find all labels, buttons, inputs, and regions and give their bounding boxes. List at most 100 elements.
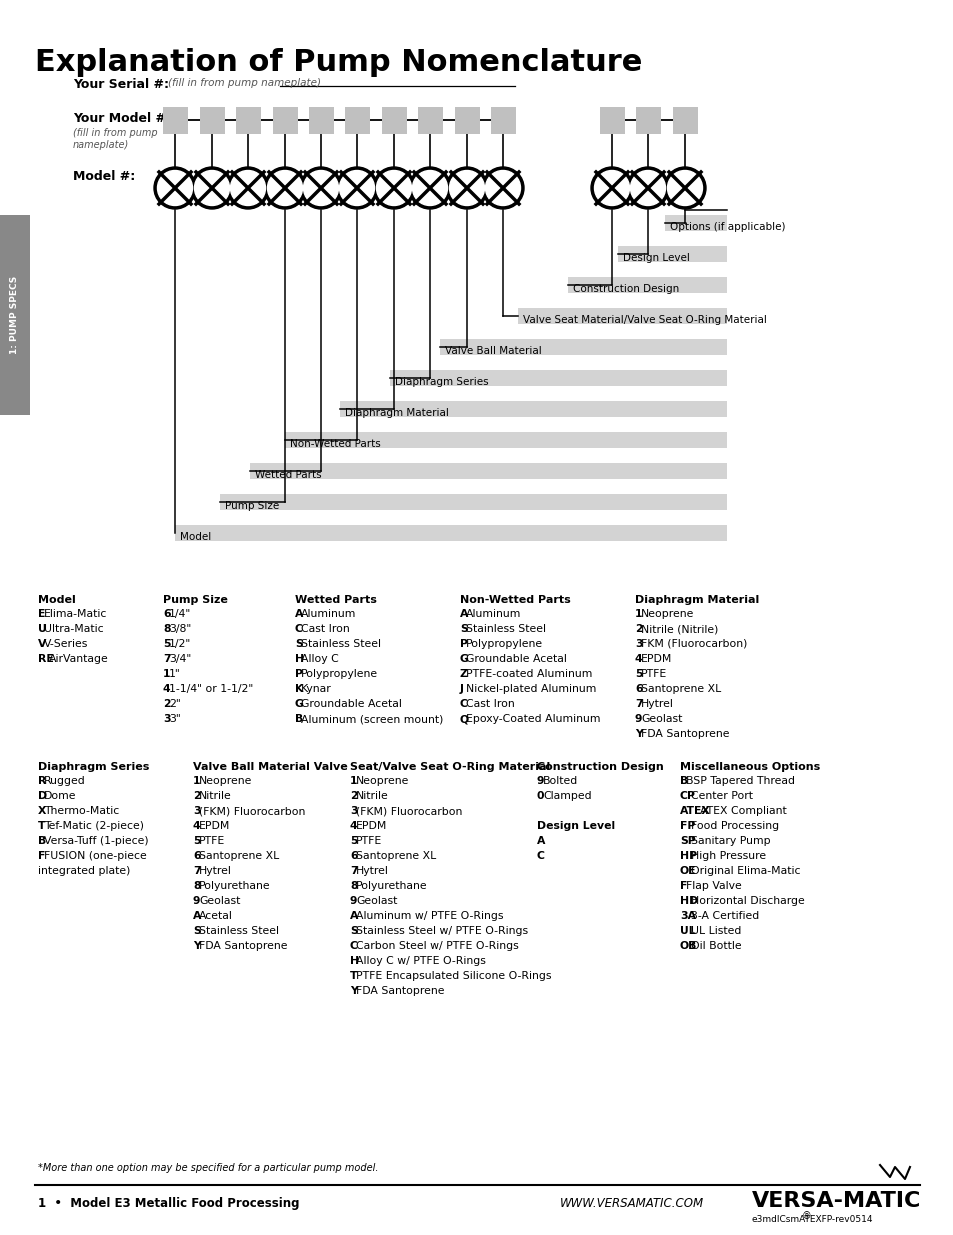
Text: Hytrel: Hytrel (355, 866, 389, 876)
Text: FDA Santoprene: FDA Santoprene (640, 729, 729, 739)
Text: Y: Y (350, 986, 357, 995)
Bar (599, 107, 624, 135)
Text: *More than one option may be specified for a particular pump model.: *More than one option may be specified f… (38, 1163, 378, 1173)
Text: PTFE: PTFE (355, 836, 382, 846)
Bar (174, 525, 726, 541)
Text: OE: OE (679, 866, 696, 876)
Text: Stainless Steel: Stainless Steel (301, 638, 380, 650)
Text: Center Port: Center Port (690, 790, 752, 802)
Text: Miscellaneous Options: Miscellaneous Options (679, 762, 820, 772)
Text: 1/2": 1/2" (169, 638, 192, 650)
Bar (491, 107, 516, 135)
Text: High Pressure: High Pressure (690, 851, 765, 861)
Text: Epoxy-Coated Aluminum: Epoxy-Coated Aluminum (466, 714, 600, 724)
Text: H: H (350, 956, 358, 966)
Text: D: D (38, 790, 47, 802)
Text: FDA Santoprene: FDA Santoprene (199, 941, 287, 951)
Bar (381, 107, 407, 135)
Text: Carbon Steel w/ PTFE O-Rings: Carbon Steel w/ PTFE O-Rings (355, 941, 518, 951)
Text: B: B (294, 714, 303, 724)
Text: R: R (38, 776, 47, 785)
Text: Design Level: Design Level (537, 821, 615, 831)
Circle shape (446, 167, 488, 209)
Text: 0: 0 (537, 790, 544, 802)
Text: Wetted Parts: Wetted Parts (254, 471, 321, 480)
Text: Thermo-Matic: Thermo-Matic (44, 806, 119, 816)
Circle shape (227, 167, 269, 209)
Text: Aluminum: Aluminum (301, 609, 356, 619)
Text: Polyurethane: Polyurethane (199, 881, 271, 890)
Text: 9: 9 (635, 714, 641, 724)
Bar (417, 107, 442, 135)
Text: A: A (459, 609, 468, 619)
Text: 3": 3" (169, 714, 181, 724)
Text: 4: 4 (163, 684, 171, 694)
Bar (672, 107, 698, 135)
Text: 5: 5 (635, 669, 641, 679)
Text: FKM (Fluorocarbon): FKM (Fluorocarbon) (640, 638, 747, 650)
Text: Model #:: Model #: (73, 170, 135, 183)
Text: Valve Ball Material Valve: Valve Ball Material Valve (193, 762, 348, 772)
Text: Geolast: Geolast (640, 714, 681, 724)
Text: T: T (38, 821, 46, 831)
Text: Nitrile: Nitrile (199, 790, 232, 802)
Text: G: G (294, 699, 304, 709)
Text: ®: ® (751, 1212, 811, 1221)
Circle shape (231, 170, 265, 205)
Text: 1-1/4" or 1-1/2": 1-1/4" or 1-1/2" (169, 684, 253, 694)
Text: Alloy C w/ PTFE O-Rings: Alloy C w/ PTFE O-Rings (355, 956, 485, 966)
Text: 4: 4 (350, 821, 357, 831)
Text: Your Serial #:: Your Serial #: (73, 78, 169, 91)
Text: Your Model #:: Your Model #: (73, 112, 171, 125)
Text: 3: 3 (635, 638, 642, 650)
Text: Geolast: Geolast (355, 897, 397, 906)
Text: ATEX: ATEX (679, 806, 710, 816)
Circle shape (299, 167, 341, 209)
Text: EPDM: EPDM (199, 821, 231, 831)
Circle shape (376, 170, 411, 205)
Text: Explanation of Pump Nomenclature: Explanation of Pump Nomenclature (35, 48, 641, 77)
Text: 1: 1 (635, 609, 641, 619)
Text: Diaphragm Series: Diaphragm Series (395, 377, 488, 387)
Text: BSP Tapered Thread: BSP Tapered Thread (685, 776, 794, 785)
Text: 1/4": 1/4" (169, 609, 192, 619)
Text: V: V (38, 638, 47, 650)
Text: CP: CP (679, 790, 696, 802)
Text: 6: 6 (193, 851, 200, 861)
Text: Groundable Acetal: Groundable Acetal (466, 655, 566, 664)
Text: Wetted Parts: Wetted Parts (294, 595, 376, 605)
Text: FP: FP (679, 821, 695, 831)
Text: Cast Iron: Cast Iron (301, 624, 350, 634)
Text: P: P (294, 669, 303, 679)
Text: 5: 5 (193, 836, 200, 846)
Text: Pump Size: Pump Size (163, 595, 228, 605)
Text: Non-Wetted Parts: Non-Wetted Parts (290, 438, 380, 450)
Text: integrated plate): integrated plate) (38, 866, 131, 876)
Bar (636, 107, 660, 135)
Text: Geolast: Geolast (199, 897, 240, 906)
Bar (455, 107, 479, 135)
Text: Neoprene: Neoprene (355, 776, 409, 785)
Bar (664, 215, 726, 231)
Text: 1: PUMP SPECS: 1: PUMP SPECS (10, 275, 19, 354)
Text: 1": 1" (169, 669, 181, 679)
Text: S: S (294, 638, 302, 650)
Text: T: T (350, 971, 357, 981)
Text: Flap Valve: Flap Valve (685, 881, 741, 890)
Bar (163, 107, 188, 135)
Text: UL: UL (679, 926, 695, 936)
Text: (FKM) Fluorocarbon: (FKM) Fluorocarbon (355, 806, 462, 816)
Text: EPDM: EPDM (355, 821, 387, 831)
Text: 2: 2 (193, 790, 200, 802)
Text: PTFE: PTFE (199, 836, 225, 846)
Bar (517, 308, 726, 324)
Text: S: S (350, 926, 357, 936)
Bar (200, 107, 225, 135)
Text: 6: 6 (163, 609, 171, 619)
Circle shape (663, 167, 705, 209)
Text: Y: Y (193, 941, 200, 951)
Circle shape (264, 167, 306, 209)
Circle shape (412, 170, 447, 205)
Circle shape (449, 170, 484, 205)
Text: 1: 1 (163, 669, 171, 679)
